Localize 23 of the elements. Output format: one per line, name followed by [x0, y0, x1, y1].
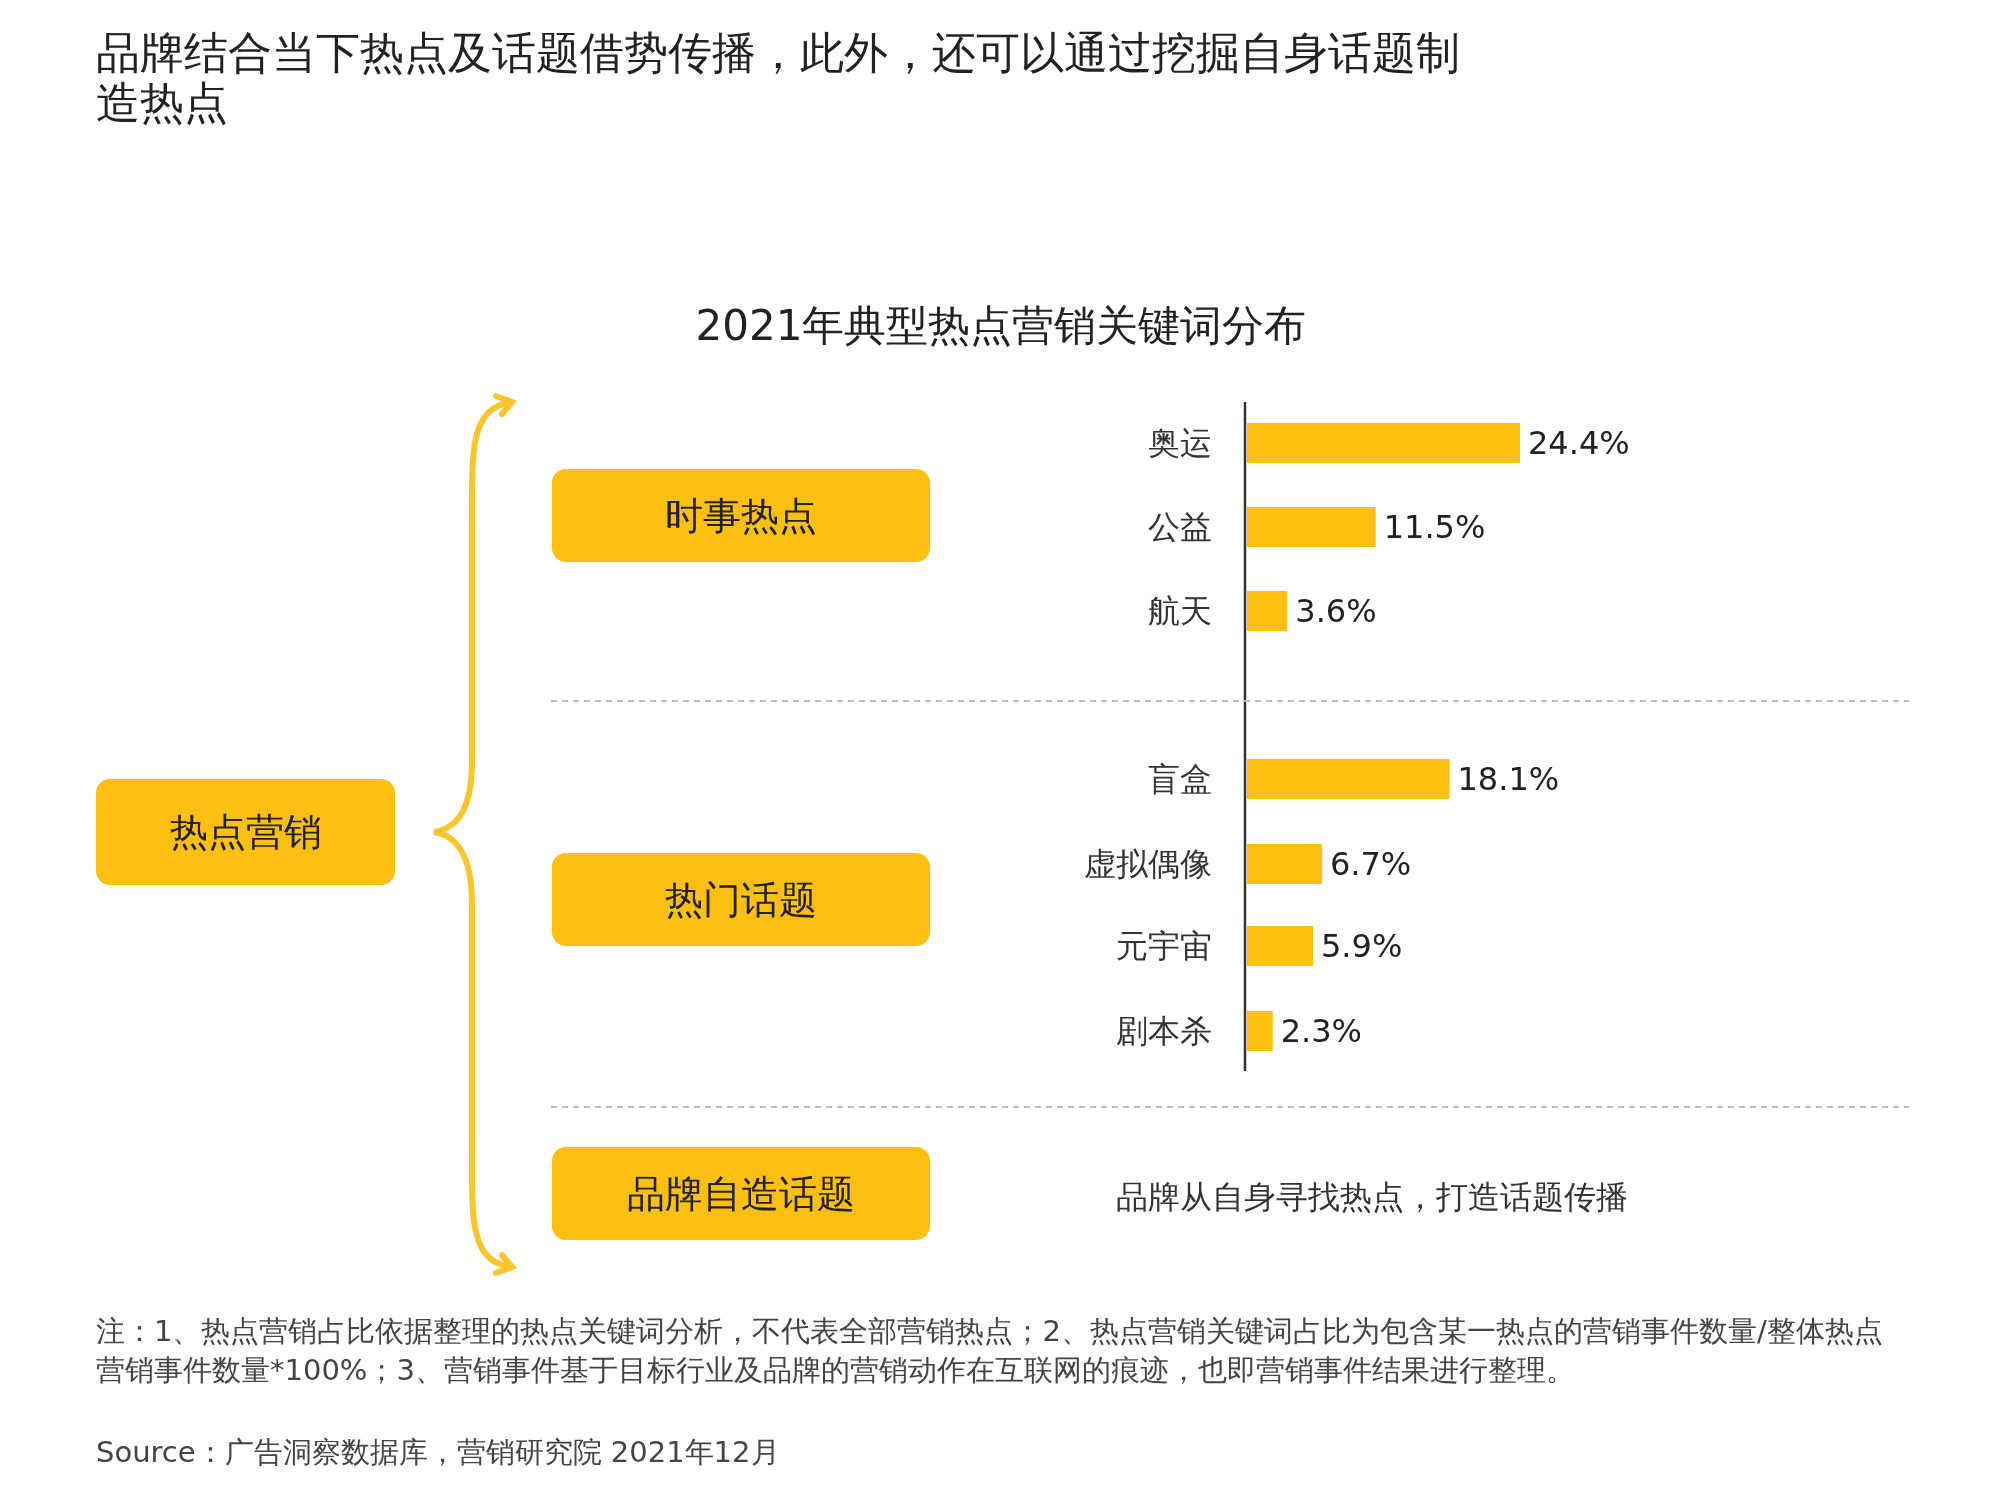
- text: 品牌从自身寻找热点，打造话题传播: [1116, 1178, 1628, 1216]
- text: 热门话题: [665, 877, 817, 922]
- y-tick-label: 公益: [1148, 508, 1212, 546]
- data-label: 3.6%: [1295, 592, 1377, 630]
- text: 品牌结合当下热点及话题借势传播，此外，还可以通过挖掘自身话题制造热点: [96, 27, 1461, 128]
- source-note: Source：广告洞察数据库，营销研究院 2021年12月: [96, 1434, 780, 1471]
- y-tick-label: 虚拟偶像: [1084, 845, 1212, 883]
- text: 热点营销: [169, 810, 322, 854]
- text: 注：1、热点营销占比依据整理的热点关键词分析，不代表全部营销热点；2、热点营销关键词占比为包含某一热点的营销事件数量/整体热点营销事件数量*100%；3、营销事件基于目标行业及品牌的营销动作在互联网的痕迹，也即营销事件结果进行整理。: [96, 1313, 1884, 1389]
- data-label: 2.3%: [1280, 1012, 1363, 1050]
- data-label: 18.1%: [1457, 760, 1560, 798]
- y-tick-label: 剧本杀: [1116, 1012, 1212, 1050]
- chart-subtitle: 2021年典型热点营销关键词分布: [695, 301, 1307, 350]
- data-label: 24.4%: [1528, 424, 1630, 462]
- y-tick-label: 元宇宙: [1116, 927, 1212, 965]
- y-tick-label: 奥运: [1148, 424, 1212, 462]
- text: 时事热点: [665, 493, 817, 538]
- text: 品牌自造话题: [627, 1171, 855, 1216]
- data-label: 6.7%: [1329, 845, 1412, 883]
- data-label: 11.5%: [1383, 508, 1486, 546]
- data-label: 5.9%: [1321, 927, 1403, 965]
- y-tick-label: 航天: [1148, 592, 1212, 630]
- y-tick-label: 盲盒: [1148, 760, 1212, 798]
